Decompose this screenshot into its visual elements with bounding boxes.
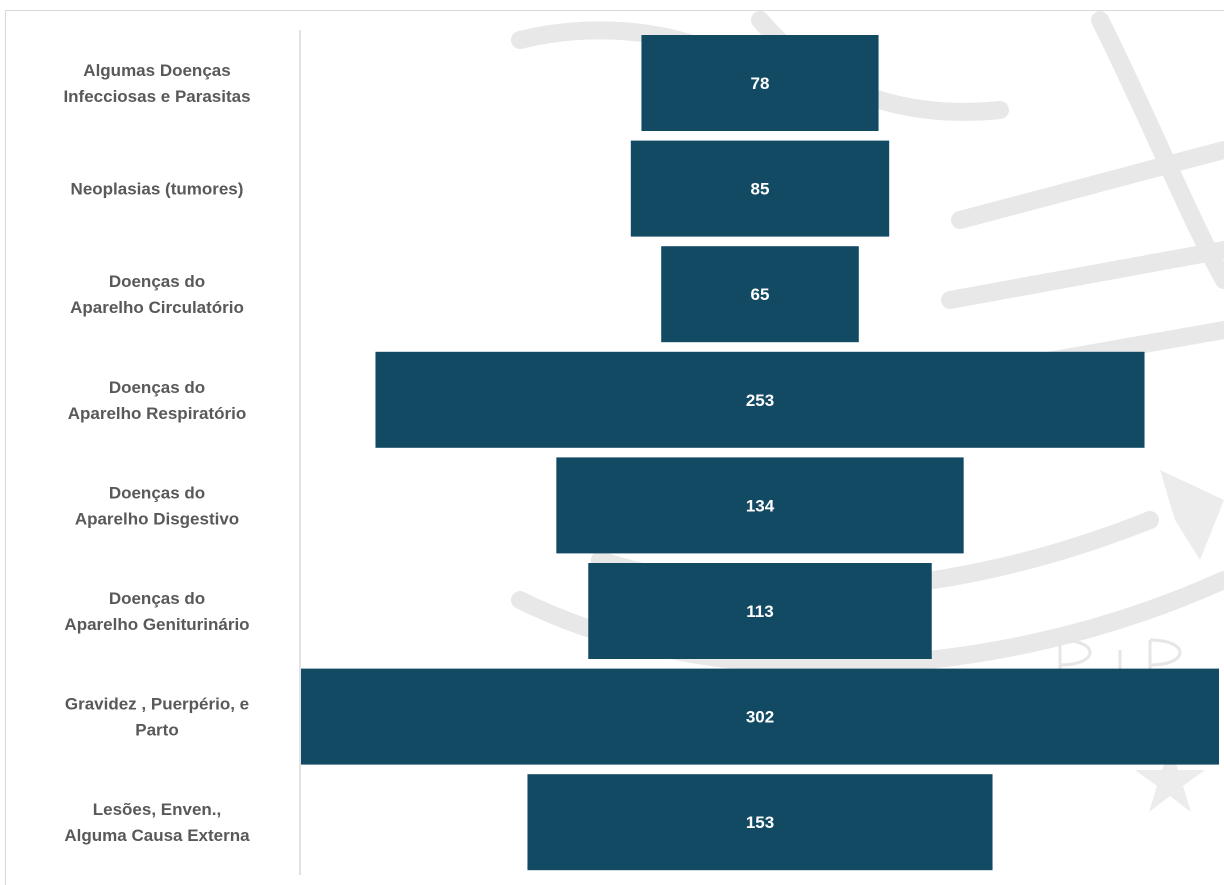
category-labels-layer: Algumas Doenças Infecciosas e Parasitas Ne…	[63, 61, 250, 845]
category-label-0: Algumas Doenças Infecciosas e Parasitas	[63, 61, 250, 106]
category-label-2: Doenças do Aparelho Circulatório	[70, 272, 244, 317]
data-label-3: 253	[746, 391, 774, 410]
category-label-7: Lesões, Enven., Alguma Causa Externa	[64, 800, 250, 845]
data-label-4: 134	[746, 496, 775, 515]
category-label-3: Doenças do Aparelho Respiratório	[68, 378, 247, 423]
data-label-6: 302	[746, 708, 774, 727]
bars-layer	[301, 35, 1219, 871]
category-label-1: Neoplasias (tumores)	[71, 180, 244, 199]
data-label-0: 78	[751, 74, 770, 93]
data-label-7: 153	[746, 813, 774, 832]
category-label-4: Doenças do Aparelho Disgestivo	[75, 483, 239, 528]
data-label-2: 65	[751, 285, 770, 304]
bar-5	[588, 563, 932, 659]
data-label-5: 113	[746, 602, 773, 621]
bar-6	[301, 668, 1219, 765]
bar-7	[527, 774, 993, 871]
chart-frame	[5, 10, 1224, 885]
category-label-5: Doenças do Aparelho Geniturinário	[64, 589, 249, 634]
data-label-1: 85	[751, 180, 770, 199]
data-labels-layer: 78 85 65 253 134 113 302 153	[746, 74, 775, 832]
category-label-6: Gravidez , Puerpério, e Parto	[65, 695, 249, 740]
bar-0	[641, 35, 879, 131]
bar-1	[630, 140, 890, 237]
bar-3	[375, 351, 1145, 448]
bar-2	[661, 246, 859, 343]
bar-4	[556, 457, 964, 554]
